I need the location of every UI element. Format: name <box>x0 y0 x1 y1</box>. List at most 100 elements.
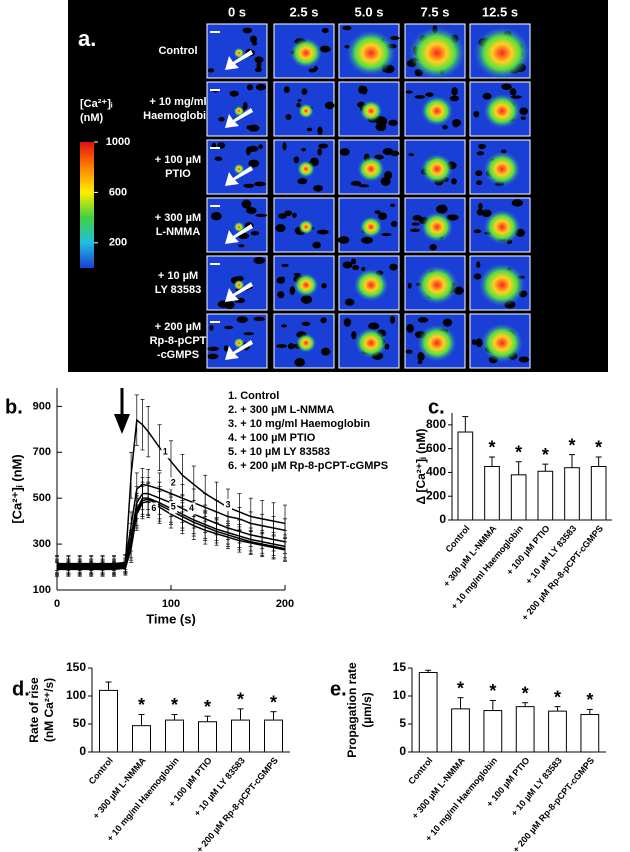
calcium-image <box>469 313 531 369</box>
dark-spot <box>292 212 297 218</box>
error-bar <box>462 416 469 433</box>
dark-spot <box>475 338 483 348</box>
dark-spot <box>350 258 357 265</box>
calcium-image <box>338 197 400 253</box>
arrow-head <box>114 414 130 434</box>
error-bar <box>489 699 496 711</box>
dark-spot <box>251 40 258 46</box>
significance-mark: * <box>489 681 496 701</box>
dark-spot <box>313 184 323 192</box>
dark-spot <box>390 36 400 41</box>
dark-spot <box>343 318 352 327</box>
calcium-wave <box>483 209 521 245</box>
dark-spot <box>218 117 225 122</box>
calcium-wave <box>357 156 385 182</box>
dark-spot <box>319 45 331 53</box>
dark-spot <box>414 95 425 99</box>
dark-spot <box>382 148 394 155</box>
dark-spot <box>287 343 295 350</box>
dark-spot <box>519 107 529 116</box>
calcium-wave <box>233 47 245 59</box>
legend-entry: 6. + 200 µM Rp-8-pCPT-cGMPS <box>228 460 388 472</box>
dark-spot <box>321 27 329 34</box>
calcium-wave <box>233 163 245 175</box>
dark-spot <box>253 316 265 322</box>
dark-spot <box>417 317 429 323</box>
calcium-wave <box>481 323 523 363</box>
dark-spot <box>321 282 327 289</box>
dark-spot <box>411 222 420 226</box>
dark-spot <box>248 124 260 132</box>
curve-tag-bg <box>169 501 178 514</box>
calcium-image <box>338 255 400 311</box>
dark-spot <box>246 125 251 130</box>
dark-spot <box>339 148 350 156</box>
dark-spot <box>293 156 300 164</box>
calcium-image <box>338 139 400 195</box>
dark-spot <box>478 203 483 210</box>
colorbar-title: [Ca²⁺]ᵢ <box>80 98 113 110</box>
dark-spot <box>409 228 420 233</box>
time-header: 5.0 s <box>355 4 384 19</box>
bar <box>451 708 470 753</box>
dark-spot <box>242 27 253 34</box>
colorbar <box>80 142 94 268</box>
panel-label: c. <box>428 396 445 418</box>
dark-spot <box>405 349 413 354</box>
row-label: + 10 mg/ml <box>149 96 206 108</box>
dark-spot <box>482 92 492 100</box>
calcium-image <box>404 23 466 79</box>
dark-spot <box>241 199 252 209</box>
y-tick-label: 400 <box>426 465 446 479</box>
bar <box>510 474 527 521</box>
calcium-wave <box>233 279 245 291</box>
dark-spot <box>282 142 287 151</box>
dark-spot <box>276 276 286 284</box>
calcium-image <box>338 313 400 369</box>
error-bar <box>595 456 602 467</box>
dark-spot <box>451 178 457 185</box>
dark-spot <box>255 213 268 217</box>
image-background <box>273 197 335 253</box>
time-header: 7.5 s <box>421 4 450 19</box>
error-bar <box>522 702 529 707</box>
legend-entry: 2. + 300 µM L-NMMA <box>228 404 334 416</box>
significance-mark: * <box>554 687 561 707</box>
calcium-wave <box>290 38 322 68</box>
dark-spot <box>297 98 302 102</box>
dark-spot <box>236 316 248 323</box>
dark-spot <box>249 35 257 43</box>
dark-spot <box>342 261 353 269</box>
curve-tag: 6 <box>151 503 156 513</box>
bar <box>564 467 580 521</box>
cell-arrow <box>225 166 253 186</box>
dark-spot <box>520 116 526 121</box>
dark-spot <box>388 119 398 127</box>
dark-spot <box>214 156 223 162</box>
calcium-wave <box>483 93 521 129</box>
y-axis-label: Propagation rate <box>345 662 359 758</box>
dark-spot <box>246 84 254 91</box>
bar <box>548 710 567 753</box>
dark-spot <box>283 86 290 94</box>
calcium-image <box>273 197 335 253</box>
y-tick-label: 15 <box>393 660 407 674</box>
calcium-image <box>273 255 335 311</box>
dark-spot <box>256 62 262 69</box>
dark-spot <box>442 318 453 327</box>
y-tick-label: 0 <box>79 744 86 758</box>
calcium-wave <box>417 324 457 362</box>
colorbar-tick-label: 600 <box>109 186 127 198</box>
significance-mark: * <box>171 695 178 715</box>
dark-spot <box>300 295 313 304</box>
dark-spot <box>254 56 264 63</box>
y-axis-label: (µm/s) <box>360 692 374 728</box>
row-label: PTIO <box>165 168 191 180</box>
dark-spot <box>285 114 292 120</box>
dark-spot <box>296 102 301 108</box>
x-axis-label: Time (s) <box>146 611 196 626</box>
dark-spot <box>476 151 485 156</box>
y-tick-label: 600 <box>426 441 446 455</box>
dark-spot <box>342 25 352 31</box>
